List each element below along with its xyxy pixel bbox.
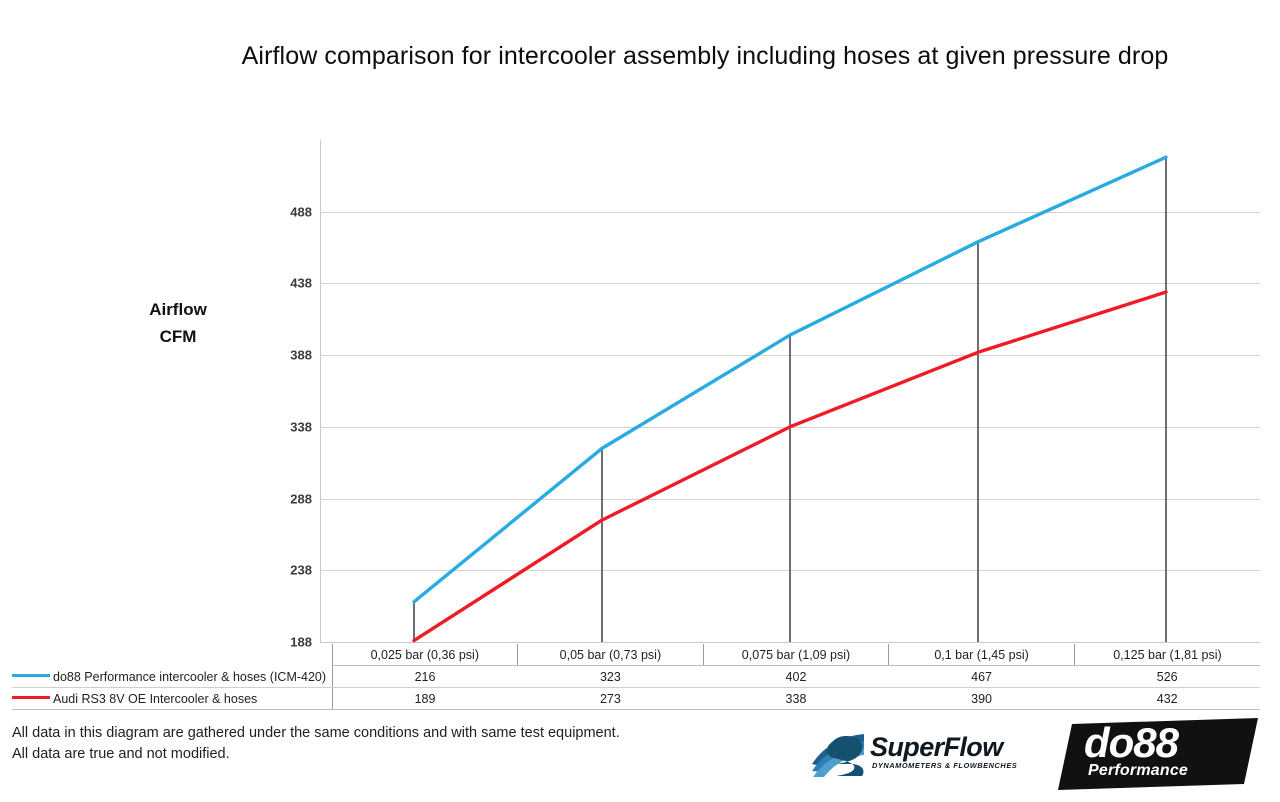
legend-swatch-icon-0 (12, 674, 50, 678)
data-value-s0-c0: 216 (332, 665, 518, 688)
category-drop-lines (413, 157, 1167, 642)
data-value-s0-c4: 526 (1074, 665, 1260, 688)
y-axis-title-line1: Airflow (149, 300, 207, 319)
do88-logo-shape (1058, 718, 1258, 790)
do88-logo: do88 Performance (1058, 718, 1258, 790)
data-table: 0,025 bar (0,36 psi) 0,05 bar (0,73 psi) 0… (12, 644, 1260, 710)
footnote: All data in this diagram are gathered un… (12, 723, 620, 765)
gridline-438 (320, 283, 1260, 285)
table-row-categories: 0,025 bar (0,36 psi) 0,05 bar (0,73 psi) 0… (12, 644, 1260, 666)
series-line-0 (412, 155, 1168, 604)
y-tick-label-438: 438 (290, 275, 312, 291)
y-axis-line (320, 140, 321, 642)
data-value-s0-c3: 467 (888, 665, 1075, 688)
footnote-line-1: All data in this diagram are gathered un… (12, 725, 620, 741)
gridline-488 (320, 211, 1260, 213)
y-tick-label-288: 288 (290, 491, 312, 507)
do88-sub-wordmark: Performance (1088, 762, 1189, 779)
superflow-logo: SuperFlow DYNAMOMETERS & FLOWBENCHES (806, 728, 1022, 780)
y-axis-title: Airflow CFM (118, 296, 238, 350)
y-tick-label-338: 338 (290, 419, 312, 435)
data-value-s1-c3: 390 (888, 687, 1075, 710)
do88-wordmark: do88 (1084, 719, 1179, 766)
plot-area (320, 140, 1260, 643)
superflow-tagline: DYNAMOMETERS & FLOWBENCHES (872, 761, 1018, 770)
legend-swatch-icon-1 (12, 696, 50, 700)
superflow-wordmark: SuperFlow (870, 732, 1003, 762)
legend-label-0: do88 Performance intercooler & hoses (IC… (53, 669, 327, 684)
x-axis-category-label-3: 0,1 bar (1,45 psi) (888, 644, 1075, 666)
data-value-s1-c0: 189 (332, 687, 518, 710)
table-row: Audi RS3 8V OE Intercooler & hoses 189 273… (12, 687, 1260, 710)
data-value-s0-c2: 402 (703, 665, 889, 688)
page-title: Airflow comparison for intercooler assem… (241, 42, 1169, 70)
series-lines (412, 155, 1168, 643)
footnote-line-2: All data are true and not modified. (12, 746, 230, 762)
data-value-s1-c2: 338 (703, 687, 889, 710)
y-tick-label-388: 388 (290, 347, 312, 363)
legend-item-0[interactable]: do88 Performance intercooler & hoses (IC… (12, 665, 333, 688)
legend-item-1[interactable]: Audi RS3 8V OE Intercooler & hoses (12, 687, 333, 710)
series-line-1 (412, 290, 1168, 643)
x-axis-category-label-1: 0,05 bar (0,73 psi) (517, 644, 704, 666)
y-tick-label-238: 238 (290, 562, 312, 578)
category-header-spacer (12, 644, 333, 666)
data-value-s1-c1: 273 (517, 687, 704, 710)
legend-label-1: Audi RS3 8V OE Intercooler & hoses (53, 691, 258, 706)
y-tick-label-488: 488 (290, 204, 312, 220)
x-axis-category-label-0: 0,025 bar (0,36 psi) (332, 644, 519, 666)
y-axis-title-line2: CFM (159, 327, 197, 346)
x-axis-category-label-4: 0,125 bar (1,81 psi) (1074, 644, 1260, 666)
data-value-s0-c1: 323 (517, 665, 704, 688)
data-value-s1-c4: 432 (1074, 687, 1260, 710)
x-axis-category-label-2: 0,075 bar (1,09 psi) (703, 644, 890, 666)
gridline-188 (320, 642, 1260, 643)
superflow-swoosh-icon (812, 734, 864, 777)
table-row: do88 Performance intercooler & hoses (IC… (12, 665, 1260, 688)
y-axis-tick-labels: 188 238 288 338 388 438 488 (266, 140, 312, 649)
